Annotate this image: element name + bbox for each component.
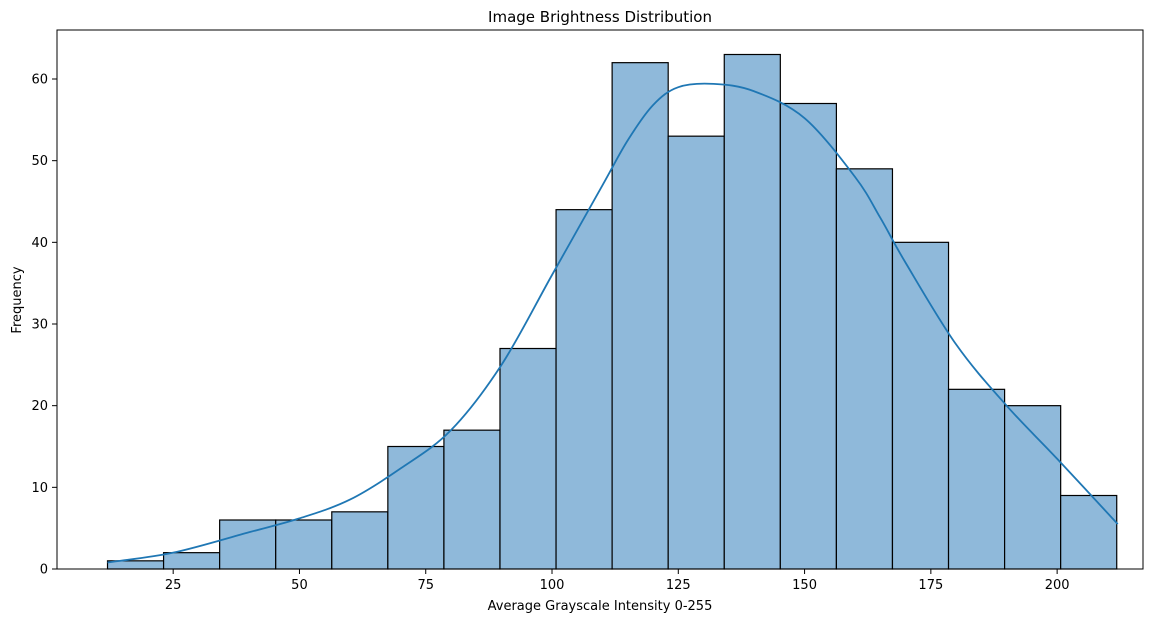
histogram-bar <box>1060 494 1118 570</box>
x-axis-label: Average Grayscale Intensity 0-255 <box>488 599 713 614</box>
y-axis-label: Frequency <box>10 266 25 333</box>
y-tick-label: 20 <box>31 399 48 414</box>
histogram-bar <box>723 53 781 570</box>
x-tick-label: 25 <box>165 578 182 593</box>
y-tick-label: 60 <box>31 73 48 88</box>
y-tick-label: 30 <box>31 318 48 333</box>
histogram-bar <box>555 209 613 570</box>
histogram-bar <box>331 511 389 570</box>
histogram-bar <box>162 552 221 570</box>
x-tick-label: 200 <box>1045 578 1070 593</box>
histogram-bar <box>947 388 1006 570</box>
histogram-bar <box>611 62 669 570</box>
histogram-bar <box>779 102 837 570</box>
histogram-bar <box>1003 405 1062 570</box>
x-tick-label: 75 <box>417 578 434 593</box>
bars-group <box>106 53 1118 570</box>
chart-title: Image Brightness Distribution <box>488 8 712 26</box>
histogram-bar <box>387 445 445 570</box>
x-tick-label: 50 <box>291 578 308 593</box>
x-tick-label: 100 <box>540 578 565 593</box>
y-tick-label: 50 <box>31 154 48 169</box>
x-tick-label: 125 <box>666 578 691 593</box>
histogram-bar <box>443 429 501 570</box>
y-tick-label: 10 <box>31 481 48 496</box>
histogram-bar <box>499 347 557 570</box>
histogram-bar <box>835 168 894 570</box>
y-axis-ticks: 0 10 20 30 40 50 60 <box>31 73 57 578</box>
histogram-bar <box>667 135 725 570</box>
histogram-bar <box>275 519 333 570</box>
histogram-bar <box>891 241 950 570</box>
kde-curve <box>107 82 1119 564</box>
plot-frame <box>56 29 1144 570</box>
y-tick-label: 40 <box>31 236 48 251</box>
y-tick-label: 0 <box>40 563 48 578</box>
x-tick-label: 175 <box>918 578 943 593</box>
x-tick-label: 150 <box>792 578 817 593</box>
x-axis-ticks: 25 50 75 100 125 150 175 200 <box>165 569 1070 593</box>
